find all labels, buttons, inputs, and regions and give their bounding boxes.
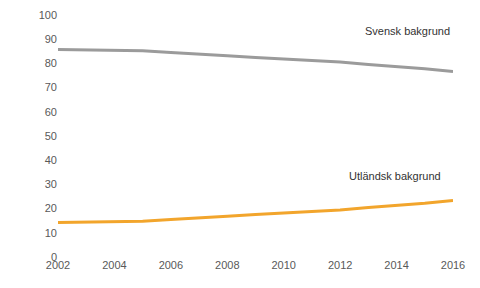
svg-text:10: 10 [45, 227, 57, 239]
svg-text:Svensk bakgrund: Svensk bakgrund [365, 25, 450, 37]
svg-text:0: 0 [51, 251, 57, 263]
svg-text:50: 50 [45, 130, 57, 142]
svg-text:Utländsk bakgrund: Utländsk bakgrund [349, 170, 441, 182]
svg-text:70: 70 [45, 81, 57, 93]
svg-text:30: 30 [45, 178, 57, 190]
svg-text:2016: 2016 [441, 259, 465, 271]
svg-text:40: 40 [45, 154, 57, 166]
svg-text:2002: 2002 [46, 259, 70, 271]
svg-text:2008: 2008 [215, 259, 239, 271]
svg-text:100: 100 [39, 9, 57, 21]
svg-text:2006: 2006 [159, 259, 183, 271]
svg-text:20: 20 [45, 202, 57, 214]
svg-text:80: 80 [45, 57, 57, 69]
svg-text:2004: 2004 [102, 259, 126, 271]
svg-text:2010: 2010 [271, 259, 295, 271]
svg-text:2014: 2014 [384, 259, 408, 271]
svg-text:60: 60 [45, 106, 57, 118]
svg-text:2012: 2012 [328, 259, 352, 271]
svg-text:90: 90 [45, 33, 57, 45]
